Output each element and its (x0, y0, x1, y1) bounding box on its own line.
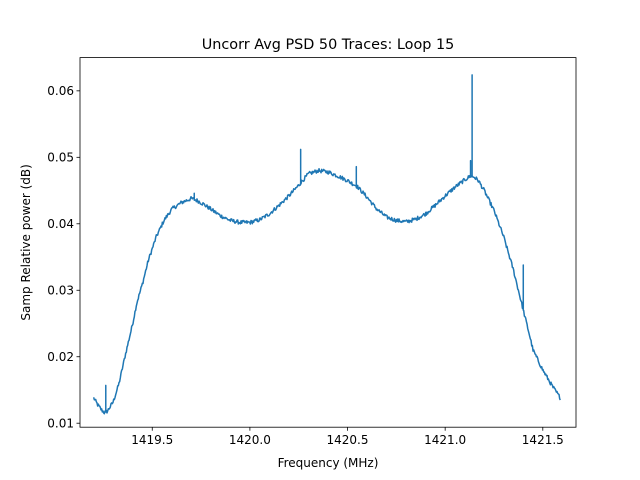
x-axis: 1419.5 1420.0 1420.5 1421.0 1421.5 (131, 427, 564, 447)
x-tick-label: 1420.0 (229, 433, 271, 447)
y-tick-label: 0.04 (47, 217, 74, 231)
x-tick-label: 1419.5 (131, 433, 173, 447)
x-tick-label: 1421.0 (424, 433, 466, 447)
plot-frame (79, 57, 577, 428)
y-tick-label: 0.05 (47, 151, 74, 165)
chart-title: Uncorr Avg PSD 50 Traces: Loop 15 (202, 37, 455, 53)
y-tick-label: 0.03 (47, 284, 74, 298)
series-line (92, 74, 562, 415)
y-axis-label: Samp Relative power (dB) (19, 164, 33, 320)
plot-area (80, 57, 576, 428)
series-layer (92, 74, 562, 415)
y-axis: 0.01 0.02 0.03 0.04 0.05 0.06 (47, 84, 80, 431)
x-tick-label: 1421.5 (522, 433, 564, 447)
x-tick-label: 1420.5 (327, 433, 369, 447)
y-tick-label: 0.06 (47, 84, 74, 98)
y-tick-label: 0.02 (47, 350, 74, 364)
x-axis-label: Frequency (MHz) (278, 456, 379, 470)
y-tick-label: 0.01 (47, 417, 74, 431)
